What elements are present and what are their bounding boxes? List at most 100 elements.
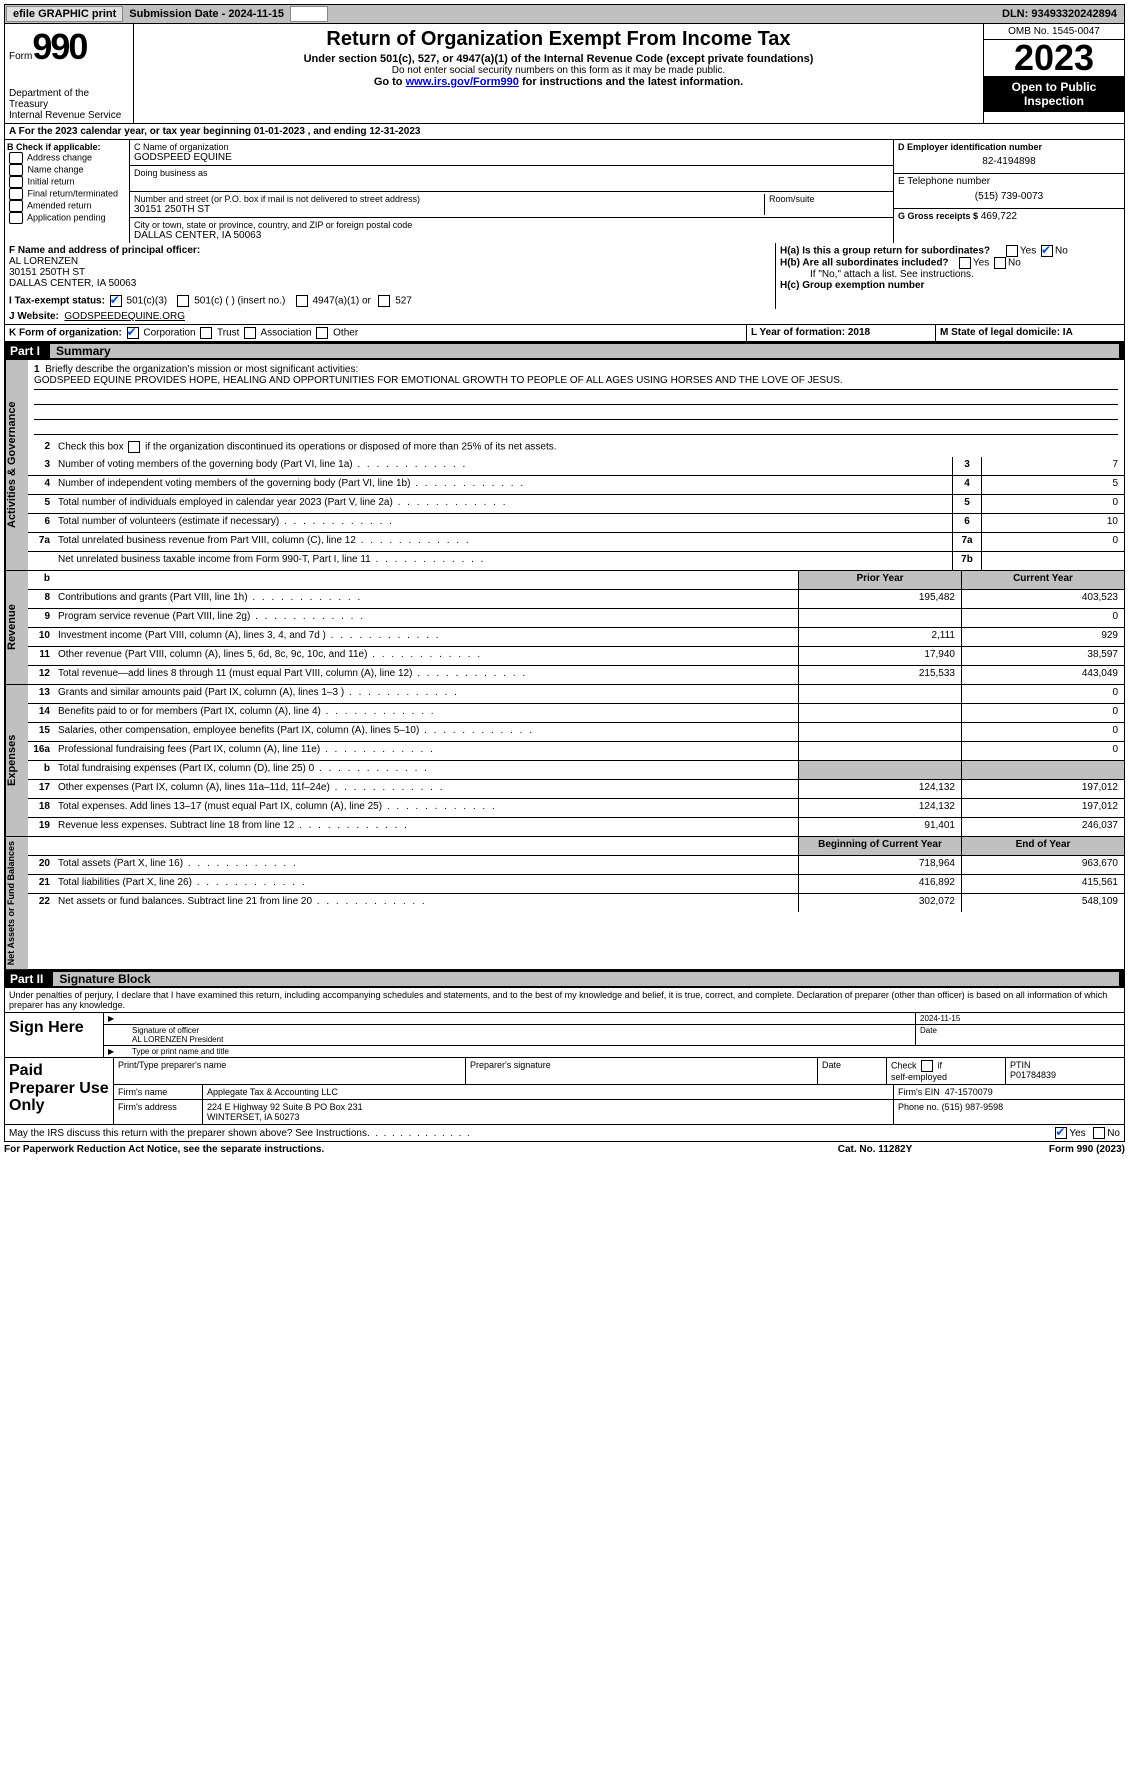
hb-label: H(b) Are all subordinates included? (780, 258, 949, 269)
table-row: 18Total expenses. Add lines 13–17 (must … (28, 799, 1124, 818)
table-row: 15Salaries, other compensation, employee… (28, 723, 1124, 742)
header-grid: B Check if applicable: Address change Na… (4, 140, 1125, 243)
table-row: 16aProfessional fundraising fees (Part I… (28, 742, 1124, 761)
city-label: City or town, state or province, country… (134, 220, 889, 230)
cb-527[interactable] (378, 295, 390, 307)
vtab-governance: Activities & Governance (5, 360, 28, 570)
form-header: Form990 Department of the Treasury Inter… (4, 24, 1125, 124)
cb-address-change[interactable]: Address change (7, 152, 127, 164)
cb-trust[interactable] (200, 327, 212, 339)
table-row: 13Grants and similar amounts paid (Part … (28, 685, 1124, 704)
firm-addr1: 224 E Highway 92 Suite B PO Box 231 (207, 1102, 363, 1112)
box-f: F Name and address of principal officer:… (5, 243, 776, 293)
ein-label: D Employer identification number (898, 142, 1120, 152)
table-row: 12Total revenue—add lines 8 through 11 (… (28, 666, 1124, 684)
row-a-calendar-year: A For the 2023 calendar year, or tax yea… (4, 124, 1125, 140)
gross-receipts-label: G Gross receipts $ (898, 211, 978, 221)
org-name-value: GODSPEED EQUINE (134, 152, 889, 163)
table-row: 10Investment income (Part VIII, column (… (28, 628, 1124, 647)
cb-501c3[interactable] (110, 295, 122, 307)
ptin-label: PTIN (1010, 1060, 1031, 1070)
date-label: Date (916, 1025, 1124, 1045)
gross-receipts-value: 469,722 (981, 211, 1017, 222)
address-label: Number and street (or P.O. box if mail i… (134, 194, 760, 204)
hb-yes[interactable] (959, 257, 971, 269)
cat-number: Cat. No. 11282Y (775, 1144, 975, 1155)
discuss-no[interactable] (1093, 1127, 1105, 1139)
cb-application-pending[interactable]: Application pending (7, 212, 127, 224)
part-2-header: Part II Signature Block (4, 970, 1125, 988)
officer-signature: AL LORENZEN President (132, 1035, 223, 1044)
irs-link[interactable]: www.irs.gov/Form990 (406, 76, 519, 88)
bottom-line: For Paperwork Reduction Act Notice, see … (4, 1142, 1125, 1157)
dept-irs: Internal Revenue Service (9, 110, 129, 121)
cb-other[interactable] (316, 327, 328, 339)
table-row: Net unrelated business taxable income fr… (28, 552, 1124, 570)
summary-governance: Activities & Governance 1 Briefly descri… (4, 360, 1125, 571)
ha-yes[interactable] (1006, 245, 1018, 257)
prep-name-label: Print/Type preparer's name (114, 1058, 466, 1084)
hb-note: If "No," attach a list. See instructions… (780, 269, 1120, 280)
paid-preparer-label: Paid Preparer Use Only (5, 1058, 114, 1124)
officer-addr1: 30151 250TH ST (9, 267, 771, 278)
dept-treasury: Department of the Treasury (9, 88, 129, 110)
form-subtitle: Under section 501(c), 527, or 4947(a)(1)… (142, 53, 975, 65)
hdr-boy: Beginning of Current Year (798, 837, 961, 855)
sig-officer-label: Signature of officer (132, 1026, 199, 1035)
ein-value: 82-4194898 (898, 152, 1120, 171)
table-row: 17Other expenses (Part IX, column (A), l… (28, 780, 1124, 799)
tax-year: 2023 (984, 40, 1124, 76)
org-name-label: C Name of organization (134, 142, 889, 152)
table-row: 3Number of voting members of the governi… (28, 457, 1124, 476)
type-name-label: Type or print name and title (128, 1046, 1124, 1057)
row-m: M State of legal domicile: IA (936, 325, 1124, 341)
vtab-expenses: Expenses (5, 685, 28, 836)
firm-name-label: Firm's name (114, 1085, 203, 1099)
sign-here-label: Sign Here (5, 1013, 104, 1057)
cb-name-change[interactable]: Name change (7, 164, 127, 176)
cb-501c[interactable] (177, 295, 189, 307)
signature-block: Under penalties of perjury, I declare th… (4, 988, 1125, 1125)
cb-4947[interactable] (296, 295, 308, 307)
row-l: L Year of formation: 2018 (747, 325, 936, 341)
table-row: 7aTotal unrelated business revenue from … (28, 533, 1124, 552)
hdr-current-year: Current Year (961, 571, 1124, 589)
discuss-yes[interactable] (1055, 1127, 1067, 1139)
city-value: DALLAS CENTER, IA 50063 (134, 230, 889, 241)
form-ssn-note: Do not enter social security numbers on … (142, 65, 975, 76)
paperwork-notice: For Paperwork Reduction Act Notice, see … (4, 1144, 775, 1155)
hb-no[interactable] (994, 257, 1006, 269)
table-row: bTotal fundraising expenses (Part IX, co… (28, 761, 1124, 780)
website-link[interactable]: GODSPEEDEQUINE.ORG (64, 311, 185, 322)
officer-name: AL LORENZEN (9, 256, 771, 267)
mission-value: GODSPEED EQUINE PROVIDES HOPE, HEALING A… (34, 375, 1118, 390)
phone-label: Phone no. (898, 1102, 939, 1112)
cb-discontinued[interactable] (128, 441, 140, 453)
firm-name: Applegate Tax & Accounting LLC (203, 1085, 894, 1099)
cb-final-return[interactable]: Final return/terminated (7, 188, 127, 200)
self-employed-check[interactable]: Check ifself-employed (887, 1058, 1006, 1084)
firm-ein: 47-1570079 (945, 1087, 993, 1097)
firm-ein-label: Firm's EIN (898, 1087, 940, 1097)
summary-revenue: Revenue bPrior YearCurrent Year 8Contrib… (4, 571, 1125, 685)
box-b-title: B Check if applicable: (7, 142, 127, 152)
mission-label: Briefly describe the organization's miss… (45, 364, 358, 375)
firm-addr-label: Firm's address (114, 1100, 203, 1124)
cb-amended-return[interactable]: Amended return (7, 200, 127, 212)
box-c: C Name of organization GODSPEED EQUINE D… (130, 140, 894, 243)
row-k: K Form of organization: Corporation Trus… (5, 325, 747, 341)
discuss-row: May the IRS discuss this return with the… (4, 1125, 1125, 1142)
dba-label: Doing business as (134, 168, 889, 178)
form-number: 990 (32, 26, 86, 67)
cb-initial-return[interactable]: Initial return (7, 176, 127, 188)
part-1-header: Part I Summary (4, 342, 1125, 360)
box-b: B Check if applicable: Address change Na… (5, 140, 130, 243)
efile-print-button[interactable]: efile GRAPHIC print (6, 6, 123, 22)
form-word: Form (9, 51, 32, 62)
cb-association[interactable] (244, 327, 256, 339)
table-row: 14Benefits paid to or for members (Part … (28, 704, 1124, 723)
cb-corporation[interactable] (127, 327, 139, 339)
tel-value: (515) 739-0073 (898, 187, 1120, 206)
ha-no[interactable] (1041, 245, 1053, 257)
penalties-text: Under penalties of perjury, I declare th… (5, 988, 1124, 1012)
